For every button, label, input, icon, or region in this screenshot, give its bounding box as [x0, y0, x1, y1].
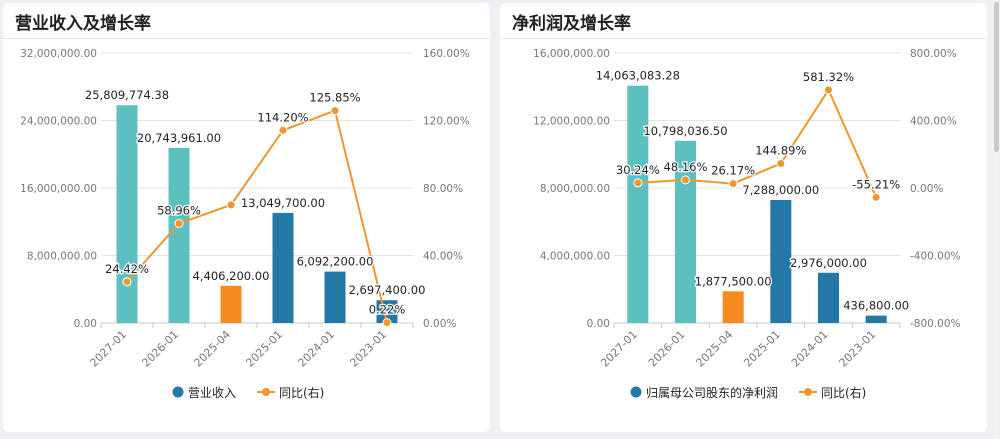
revenue-chart-title: 营业收入及增长率	[15, 14, 151, 34]
y-right-tick-label: 0.00%	[910, 183, 943, 195]
x-tick-label: 2025-01	[243, 328, 285, 370]
growth-point	[681, 175, 690, 185]
line-value-label: 125.85%	[309, 91, 360, 105]
line-value-label: 24.42%	[105, 262, 149, 276]
profit-header-divider	[500, 38, 987, 39]
y-left-tick-label: 4,000,000.00	[540, 251, 610, 263]
bar-value-label: 1,877,500.00	[695, 274, 772, 288]
bar	[376, 300, 398, 323]
y-right-tick-label: -400.00%	[910, 251, 961, 263]
legend-bar-label: 归属母公司股东的净利润	[646, 385, 778, 400]
growth-point	[776, 159, 786, 169]
legend-line-label: 同比(右)	[279, 385, 324, 400]
x-tick-label: 2024-01	[295, 328, 337, 370]
bar	[272, 212, 294, 323]
bar-value-label: 10,798,036.50	[643, 124, 727, 138]
legend-bar-marker	[172, 386, 184, 398]
y-right-tick-label: 40.00%	[423, 251, 463, 263]
bar-value-label: 14,063,083.28	[596, 69, 680, 83]
x-tick-label: 2027-01	[598, 328, 640, 370]
x-tick-label: 2025-04	[191, 328, 233, 370]
growth-point	[278, 125, 288, 135]
y-right-tick-label: 80.00%	[423, 183, 463, 195]
line-value-label: -55.21%	[852, 177, 900, 191]
y-left-tick-label: 8,000,000.00	[27, 251, 97, 263]
revenue-chart: 0.00 0.00% 8,000,000.00 40.00% 16,000,000.00…	[20, 48, 470, 400]
line-value-label: 0.22%	[369, 303, 406, 317]
legend-line-dot	[804, 388, 812, 396]
x-tick-label: 2024-01	[789, 328, 831, 370]
line-value-label: 30.24%	[616, 163, 660, 177]
profit-chart: 0.00 -800.00% 4,000,000.00 -400.00% 8,000,00…	[533, 48, 961, 400]
bar-value-label: 20,743,961.00	[137, 131, 221, 145]
growth-point	[174, 219, 184, 229]
y-left-tick-label: 32,000,000.00	[20, 48, 97, 60]
line-value-label: 48.16%	[664, 160, 708, 174]
bar	[722, 291, 744, 323]
x-tick-label: 2026-01	[646, 328, 688, 370]
bar-value-label: 13,049,700.00	[241, 196, 325, 210]
bar	[168, 147, 190, 323]
growth-point	[122, 277, 132, 287]
y-left-tick-label: 12,000,000.00	[533, 116, 610, 128]
y-right-tick-label: 400.00%	[910, 116, 957, 128]
x-tick-label: 2025-04	[694, 328, 736, 370]
line-value-label: 58.96%	[157, 204, 201, 218]
bar	[220, 285, 242, 323]
growth-point	[330, 106, 340, 116]
y-left-tick-label: 0.00	[587, 318, 610, 330]
y-right-tick-label: 800.00%	[910, 48, 957, 60]
growth-point	[728, 179, 738, 189]
growth-line	[126, 109, 388, 323]
growth-point	[824, 85, 833, 95]
growth-point	[382, 318, 392, 328]
x-tick-label: 2027-01	[87, 328, 129, 370]
legend-bar-marker	[630, 386, 642, 398]
bar	[675, 140, 696, 323]
revenue-header-divider	[3, 38, 490, 39]
y-right-tick-label: 160.00%	[423, 48, 470, 60]
page-scrollbar-thumb[interactable]	[994, 2, 999, 152]
bar	[865, 315, 887, 323]
y-left-tick-label: 16,000,000.00	[533, 48, 610, 60]
x-tick-label: 2026-01	[139, 328, 181, 370]
y-right-tick-label: 120.00%	[423, 116, 470, 128]
bar	[770, 200, 792, 323]
x-tick-label: 2025-01	[741, 328, 783, 370]
bar-value-label: 7,288,000.00	[742, 183, 819, 197]
bar-value-label: 2,697,400.00	[349, 283, 426, 297]
legend-line-dot	[262, 388, 270, 396]
page-scrollbar[interactable]	[993, 0, 1000, 439]
line-value-label: 581.32%	[803, 70, 854, 84]
bar	[324, 271, 346, 323]
line-value-label: 114.20%	[257, 110, 308, 124]
revenue-panel: 营业收入及增长率 0.00 0.00% 8,000,000.00 40.00% 16,0…	[3, 3, 490, 432]
y-left-tick-label: 24,000,000.00	[20, 116, 97, 128]
legend-line-label: 同比(右)	[821, 385, 866, 400]
x-tick-label: 2023-01	[347, 328, 389, 370]
y-left-tick-label: 16,000,000.00	[20, 183, 97, 195]
growth-point	[871, 192, 881, 202]
bar-value-label: 436,800.00	[843, 299, 909, 313]
line-value-label: 144.89%	[755, 144, 806, 158]
growth-line	[637, 87, 878, 198]
bar-value-label: 2,976,000.00	[790, 256, 867, 270]
y-left-tick-label: 8,000,000.00	[540, 183, 610, 195]
y-right-tick-label: 0.00%	[423, 318, 456, 330]
legend-bar-label: 营业收入	[188, 386, 236, 400]
bar	[116, 105, 138, 323]
bar	[818, 272, 839, 323]
growth-point	[226, 200, 236, 210]
bar	[627, 85, 649, 323]
profit-panel: 净利润及增长率 0.00 -800.00% 4,000,000.00 -400.00%…	[500, 3, 987, 432]
y-left-tick-label: 0.00	[74, 318, 97, 330]
bar-value-label: 4,406,200.00	[193, 269, 270, 283]
growth-point	[633, 178, 643, 188]
line-value-label: 26.17%	[711, 164, 755, 178]
bar-value-label: 25,809,774.38	[85, 88, 169, 102]
bar-value-label: 6,092,200.00	[297, 255, 374, 269]
y-right-tick-label: -800.00%	[910, 318, 961, 330]
profit-chart-title: 净利润及增长率	[512, 14, 631, 34]
x-tick-label: 2023-01	[837, 328, 879, 370]
